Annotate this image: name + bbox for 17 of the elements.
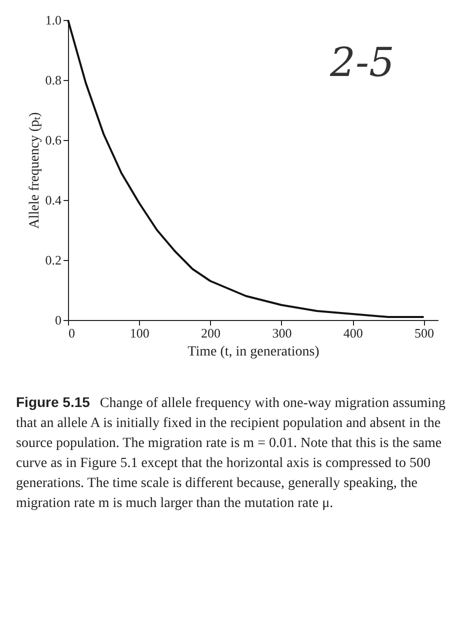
x-tick-label: 500 — [414, 326, 434, 340]
caption: Figure 5.15 — [16, 394, 90, 410]
y-tick-label: 1.0 — [45, 12, 62, 28]
annotation: 2-5 — [330, 40, 394, 86]
y-axis-title: Allele frequency (pₜ) — [27, 112, 42, 229]
x-tick-label: 200 — [201, 326, 221, 340]
x-tick-label: 400 — [343, 326, 363, 340]
x-tick-label: 0 — [68, 326, 75, 340]
y-tick-label: 0.2 — [45, 252, 62, 268]
y-tick-label: 0 — [55, 312, 62, 328]
x-axis-title: Time (t, in generations) — [188, 344, 320, 360]
y-tick-label: 0.6 — [45, 132, 62, 148]
line-series — [67, 19, 425, 318]
x-tick-label: 100 — [130, 326, 150, 340]
y-tick-label: 0.4 — [45, 192, 62, 208]
x-tick-label: 300 — [272, 326, 292, 340]
y-tick-label: 0.8 — [45, 72, 62, 88]
